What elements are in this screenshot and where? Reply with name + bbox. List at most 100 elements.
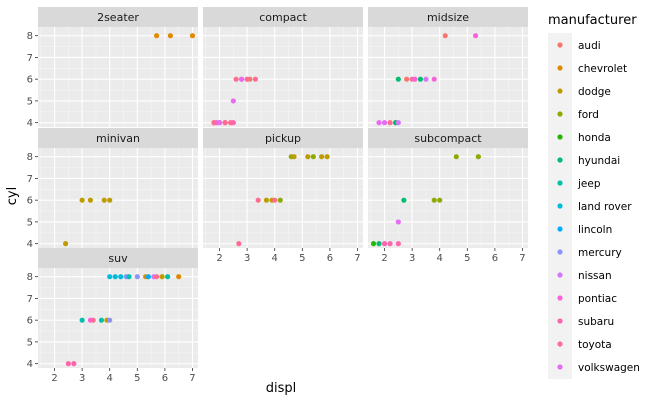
data-point-jeep — [79, 317, 85, 323]
legend-key-lincoln — [557, 226, 563, 232]
data-point-toyota — [222, 120, 228, 126]
facet-strip — [203, 7, 363, 27]
y-tick-label: 5 — [27, 337, 33, 348]
data-point-dodge — [263, 197, 270, 203]
facet-strip-label: suv — [108, 252, 128, 265]
data-point-ford — [277, 197, 283, 203]
data-point-hyundai — [395, 76, 401, 82]
facet-panel-midsize: midsize — [368, 7, 528, 127]
legend-keys: audi chevrolet dodge ford honda hyundai jeep la… — [548, 33, 640, 379]
panel-background — [203, 27, 363, 127]
data-point-toyota — [233, 76, 239, 82]
legend-label-hyundai: hyundai — [578, 155, 620, 167]
facet-panel-pickup: pickup 2 3 4 5 6 7 — [203, 128, 363, 264]
x-tick-label: 6 — [327, 253, 333, 264]
data-point-hyundai — [417, 76, 424, 82]
facet-strip-label: pickup — [265, 132, 301, 145]
facet-strip — [38, 248, 198, 268]
panel-background — [38, 268, 198, 368]
data-point-jeep — [165, 274, 171, 280]
data-point-hyundai — [401, 197, 407, 203]
x-tick-label: 4 — [272, 253, 278, 264]
y-tick-label: 7 — [27, 294, 33, 305]
data-point-volkswagen — [395, 219, 401, 225]
legend-label-jeep: jeep — [577, 178, 601, 190]
data-point-hyundai — [376, 241, 382, 247]
x-tick-label: 3 — [409, 253, 415, 264]
y-tick-label: 4 — [27, 118, 33, 129]
data-point-toyota — [244, 76, 250, 82]
y-tick-label: 6 — [27, 75, 33, 86]
x-tick-label: 2 — [51, 373, 57, 384]
legend-key-nissan — [557, 272, 563, 278]
data-point-subaru — [65, 361, 71, 367]
y-tick-label: 7 — [27, 174, 33, 185]
legend-key-chevrolet — [557, 65, 563, 71]
data-point-chevrolet — [176, 274, 182, 280]
facet-strip — [203, 128, 363, 148]
data-point-audi — [404, 76, 410, 82]
data-point-land-rover — [118, 274, 124, 280]
data-point-ford — [437, 197, 443, 203]
data-point-audi — [442, 33, 448, 39]
data-point-mercury — [107, 317, 113, 323]
data-point-ford — [310, 154, 316, 160]
y-axis-title: cyl — [5, 187, 20, 205]
facet-panel-subcompact: subcompact 2 3 4 5 6 7 — [368, 128, 528, 264]
x-tick-label: 7 — [189, 373, 195, 384]
data-point-land-rover — [107, 274, 113, 280]
y-tick-label: 8 — [27, 272, 33, 283]
data-point-dodge — [305, 154, 311, 160]
panel-background — [203, 148, 363, 248]
data-point-ford — [475, 154, 481, 160]
data-point-toyota — [255, 197, 261, 203]
legend: manufacturer audi chevrolet dodge ford honda… — [548, 13, 640, 379]
legend-label-nissan: nissan — [578, 270, 612, 282]
data-point-toyota — [252, 76, 259, 82]
data-point-dodge — [324, 154, 330, 160]
data-point-volkswagen — [381, 120, 388, 126]
data-point-dodge — [87, 197, 94, 203]
facet-strip-label: subcompact — [414, 132, 482, 145]
legend-title: manufacturer — [548, 13, 637, 28]
data-point-chevrolet — [154, 33, 160, 39]
data-point-mercury — [134, 274, 140, 280]
legend-label-honda: honda — [578, 132, 611, 144]
x-tick-label: 2 — [381, 253, 387, 264]
facet-strip — [368, 7, 528, 27]
x-tick-label: 4 — [437, 253, 443, 264]
x-tick-label: 4 — [107, 373, 113, 384]
data-point-honda — [370, 241, 377, 247]
data-point-nissan — [423, 76, 429, 82]
data-point-dodge — [159, 274, 165, 280]
data-point-chevrolet — [167, 33, 174, 39]
x-tick-label: 6 — [162, 373, 168, 384]
data-point-subaru — [71, 361, 77, 367]
x-tick-label: 5 — [464, 253, 470, 264]
x-tick-label: 6 — [492, 253, 498, 264]
legend-label-land-rover: land rover — [578, 201, 632, 213]
legend-label-mercury: mercury — [578, 247, 622, 259]
y-tick-label: 5 — [27, 96, 33, 107]
y-tick-label: 7 — [27, 53, 33, 64]
facet-panels: 2seater 4 5 6 7 8 compact midsize minivan 4 5 6 7 8 pi… — [27, 7, 528, 384]
legend-key-jeep — [557, 180, 563, 186]
data-point-dodge — [107, 197, 113, 203]
data-point-pontiac — [412, 76, 418, 82]
legend-key-hyundai — [557, 157, 563, 163]
data-point-subaru — [387, 241, 393, 247]
panel-background — [38, 27, 198, 127]
panel-background — [368, 27, 528, 127]
legend-key-toyota — [557, 341, 563, 347]
facet-strip-label: midsize — [427, 11, 469, 24]
legend-label-dodge: dodge — [578, 86, 611, 98]
y-tick-label: 6 — [27, 196, 33, 207]
legend-label-subaru: subaru — [578, 316, 614, 328]
data-point-dodge — [62, 241, 69, 247]
facet-panel-compact: compact — [203, 7, 363, 127]
legend-key-subaru — [557, 318, 563, 324]
y-tick-label: 4 — [27, 239, 33, 250]
legend-key-pontiac — [557, 295, 563, 301]
legend-label-chevrolet: chevrolet — [578, 63, 627, 75]
